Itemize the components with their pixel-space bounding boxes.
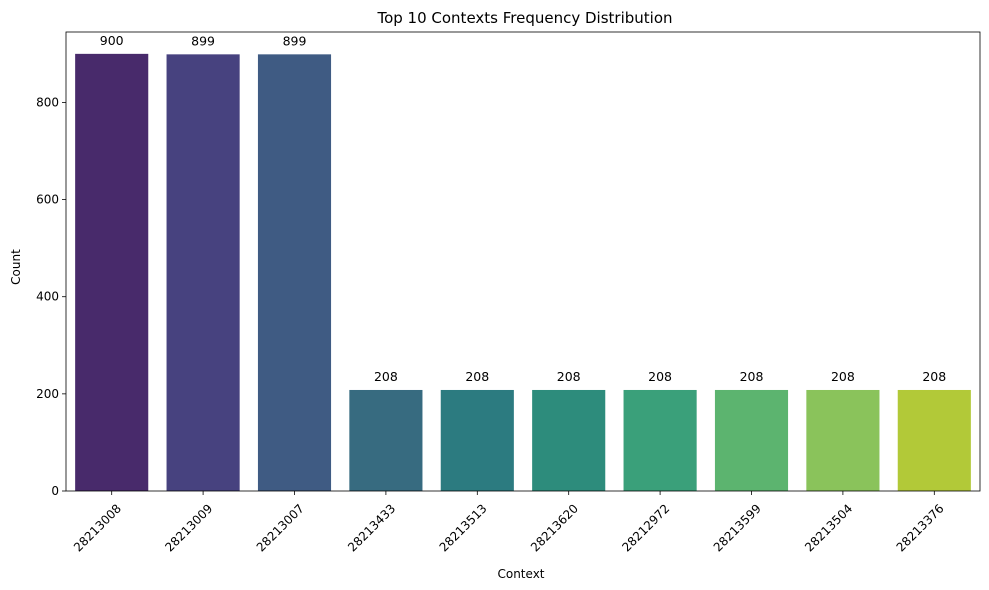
data-label-28213007: 899 [283,33,307,48]
data-label-28213620: 208 [557,369,581,384]
bar-28213007 [257,54,332,491]
x-tick-label-28213513: 28213513 [437,501,490,554]
y-tick-label-0: 0 [51,484,59,498]
x-tick-label-28213599: 28213599 [711,501,764,554]
data-label-28213008: 900 [100,33,124,48]
bar-28213376 [897,389,971,491]
data-label-28213433: 208 [374,369,398,384]
x-tick-label-28213007: 28213007 [254,501,307,554]
plot-frame [65,31,981,492]
bar-28213433 [349,389,423,491]
data-label-28213513: 208 [465,369,489,384]
y-tick-label-800: 800 [36,95,59,109]
data-labels: 900 899 899 208 208 208 208 208 208 208 [100,33,947,384]
data-label-28213599: 208 [740,369,764,384]
bar-28212972 [623,389,697,491]
bar-28213620 [532,389,606,491]
bar-28213599 [714,389,789,491]
chart-title: Top 10 Contexts Frequency Distribution [376,9,672,27]
bar-28213009 [166,54,240,491]
data-label-28213009: 899 [191,33,215,48]
x-tick-label-28213009: 28213009 [162,501,215,554]
x-tick-label-28213433: 28213433 [345,501,398,554]
y-axis-label: Count [9,249,23,285]
y-tick-label-600: 600 [36,193,59,207]
x-tick-label-28213376: 28213376 [894,501,947,554]
x-tick-label-28213504: 28213504 [802,501,855,554]
data-label-28213504: 208 [831,369,855,384]
data-label-28213376: 208 [922,369,946,384]
bar-28213513 [440,389,514,491]
y-tick-label-200: 200 [36,387,59,401]
x-tick-label-28213008: 28213008 [71,501,124,554]
x-axis-label: Context [497,567,544,581]
data-label-28212972: 208 [648,369,672,384]
y-tick-label-400: 400 [36,290,59,304]
bars [75,53,971,491]
x-tick-label-28213620: 28213620 [528,501,581,554]
bar-28213504 [806,389,880,491]
x-tick-label-28212972: 28212972 [619,501,672,554]
bar-28213008 [75,53,149,491]
